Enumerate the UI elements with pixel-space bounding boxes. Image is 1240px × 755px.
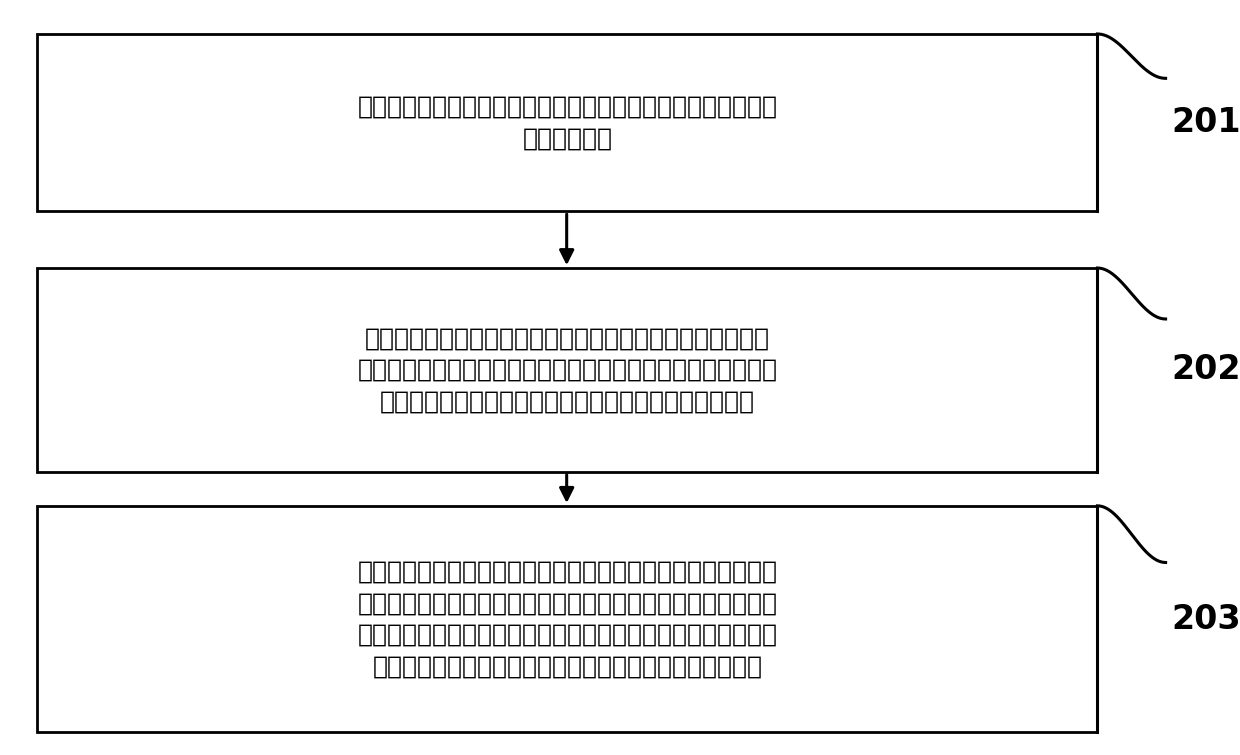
Text: 201: 201 bbox=[1172, 106, 1240, 139]
Bar bbox=[37, 506, 1097, 732]
Text: 所述第二密度为所述第一相位的第二检测区中车辆的密度: 所述第二密度为所述第一相位的第二检测区中车辆的密度 bbox=[379, 390, 755, 414]
Text: 根据所述转向比确定所述第一相位对应的第一密度以及第二密: 根据所述转向比确定所述第一相位对应的第一密度以及第二密 bbox=[365, 326, 770, 350]
Bar bbox=[37, 268, 1097, 472]
Text: 获取交叉路口中第一相位对应的转向比，以及所述第一相位中车: 获取交叉路口中第一相位对应的转向比，以及所述第一相位中车 bbox=[357, 95, 777, 119]
Text: 在所述排队长度满足预设排队条件时，根据所述第一密度与所述: 在所述排队长度满足预设排队条件时，根据所述第一密度与所述 bbox=[357, 559, 777, 584]
Text: 203: 203 bbox=[1172, 602, 1240, 636]
Text: 第二密度中的至少一项对所述第一相位的绿灯的绿灯时长进行调: 第二密度中的至少一项对所述第一相位的绿灯的绿灯时长进行调 bbox=[357, 591, 777, 615]
Text: 202: 202 bbox=[1172, 353, 1240, 387]
Text: 节；或者在所述排队长度不满足所述预设排队条件时，若所述第: 节；或者在所述排队长度不满足所述预设排队条件时，若所述第 bbox=[357, 623, 777, 647]
Text: 度；所述第一密度为所述第一相位的第一检测区中车辆的密度，: 度；所述第一密度为所述第一相位的第一检测区中车辆的密度， bbox=[357, 358, 777, 382]
Text: 一相位对应的绿灯处于点亮状态，则将所述绿灯切换为红灯: 一相位对应的绿灯处于点亮状态，则将所述绿灯切换为红灯 bbox=[372, 655, 763, 679]
Text: 辆的排队长度: 辆的排队长度 bbox=[522, 127, 613, 150]
Bar bbox=[37, 34, 1097, 211]
